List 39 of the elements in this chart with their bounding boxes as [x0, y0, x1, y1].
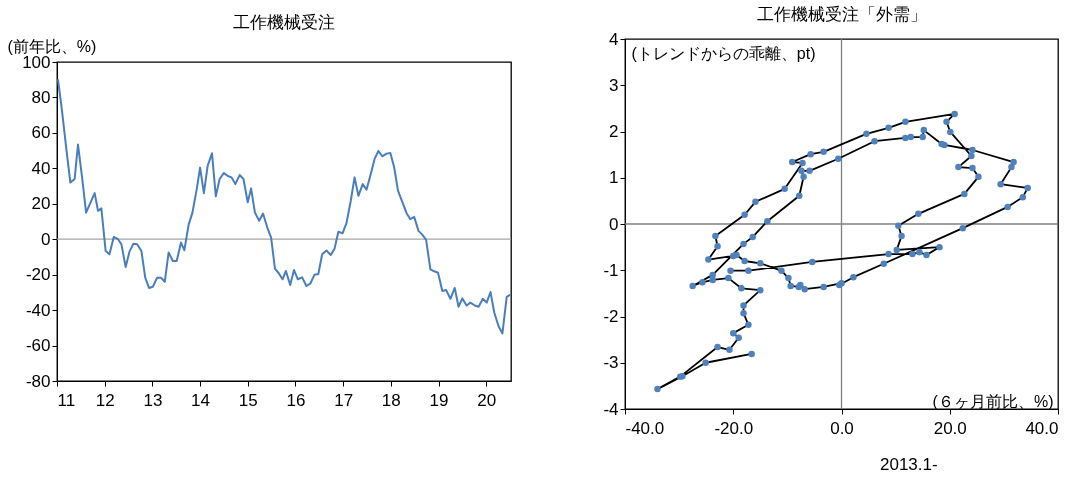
x-tick-label: 20.0 [933, 418, 967, 438]
text: 2013.1- [880, 455, 938, 475]
y-tick-label: -20 [25, 265, 51, 285]
y-tick-label: 2 [609, 122, 619, 141]
x-tick-label: 13 [143, 390, 163, 410]
y-tick-label: 0 [609, 214, 619, 234]
x-tick-label: 18 [381, 390, 401, 410]
y-tick-label: -3 [603, 353, 619, 373]
y-axis-title: (前年比、%) [7, 37, 97, 55]
y-tick-label: 4 [609, 29, 619, 49]
x-tick-label: 17 [334, 390, 354, 410]
y-tick-label: 60 [31, 123, 51, 143]
chart-title: 工作機械受注「外需」 [756, 5, 927, 24]
y-tick-label: 0 [41, 229, 51, 249]
x-tick-label: 0.0 [830, 418, 854, 438]
x-tick-label: 15 [238, 390, 258, 410]
x-tick-label: -20.0 [714, 418, 754, 438]
x-tick-label: 40.0 [1025, 418, 1059, 438]
y-axis-title: (トレンドからの乖離、pt) [631, 44, 816, 62]
y-tick-label: -80 [25, 371, 51, 391]
y-tick-label: -1 [603, 260, 619, 280]
line-series [56, 78, 512, 335]
y-tick-label: -4 [603, 399, 619, 419]
x-tick-label: 12 [95, 390, 115, 410]
y-tick-label: -60 [25, 336, 51, 356]
y-tick-label: 80 [31, 87, 51, 107]
y-tick-label: -40 [25, 300, 51, 320]
y-tick-label: 40 [31, 158, 51, 178]
chart-title: 工作機械受注 [233, 13, 335, 32]
x-tick-label: 14 [191, 390, 211, 410]
x-tick-label: -40.0 [625, 418, 665, 438]
y-tick-label: 1 [609, 168, 619, 188]
y-tick-label: 3 [609, 75, 619, 95]
y-tick-label: -2 [603, 307, 619, 326]
x-tick-label: 11 [57, 390, 76, 410]
x-tick-label: 20 [477, 390, 497, 410]
y-tick-label: 20 [31, 194, 51, 214]
x-tick-label: 19 [429, 390, 449, 410]
x-tick-label: 16 [286, 390, 306, 410]
